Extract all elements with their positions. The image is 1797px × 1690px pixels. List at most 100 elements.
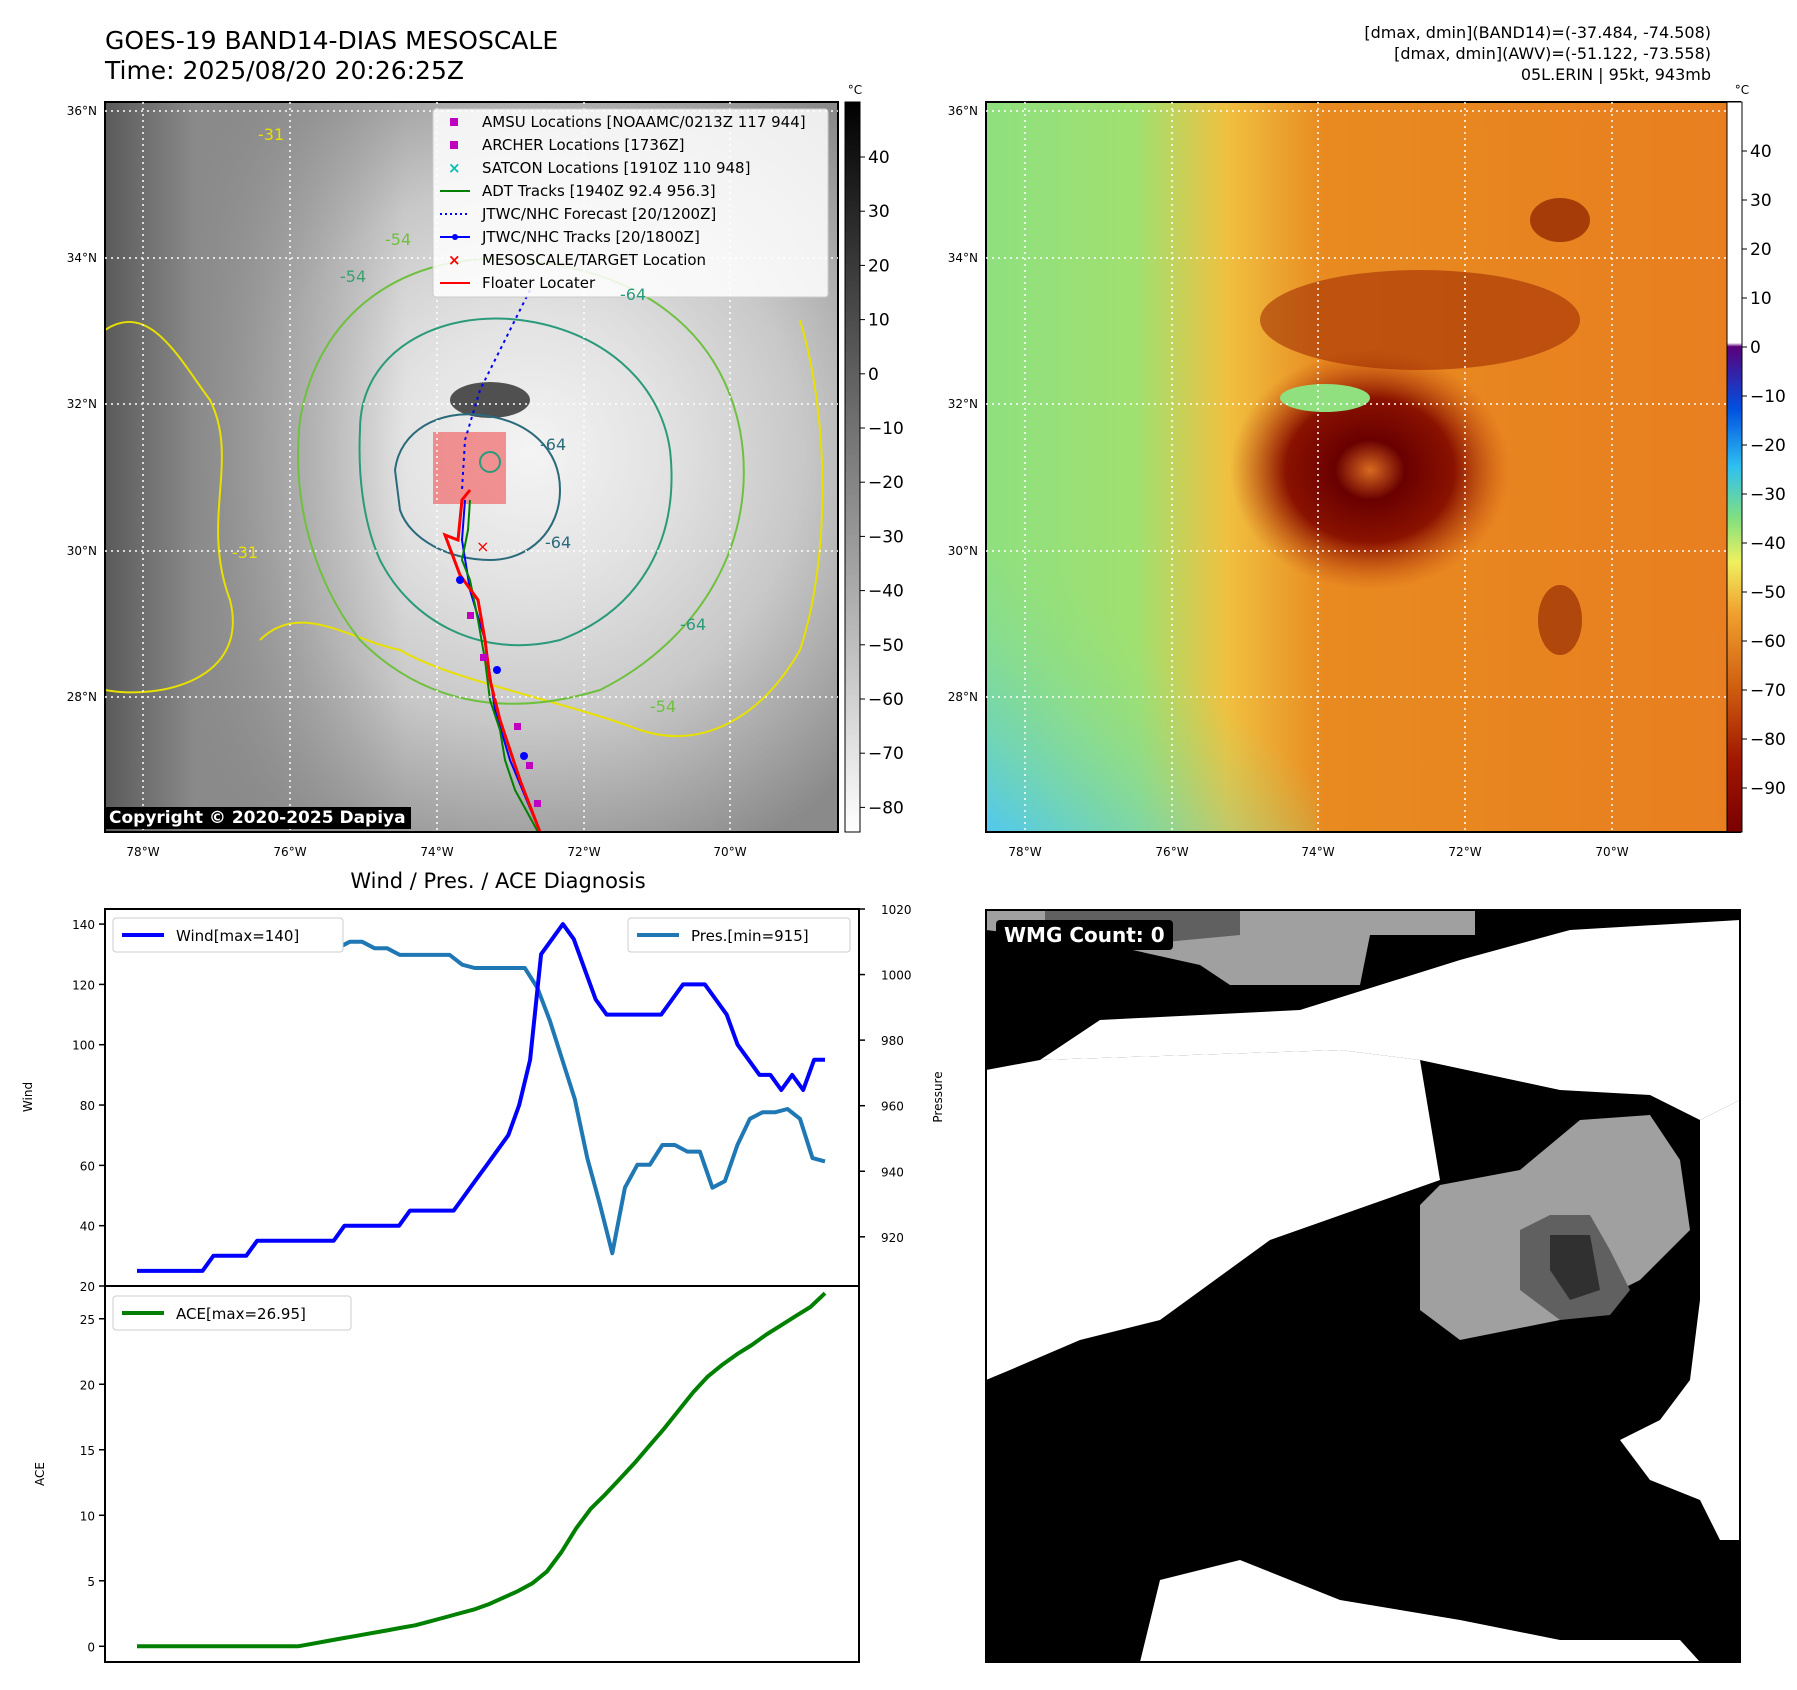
contour-label: -54 xyxy=(385,230,411,249)
ir-lon-label: 76°W xyxy=(273,845,306,859)
contour-label: -31 xyxy=(232,543,258,562)
legend-label: MESOSCALE/TARGET Location xyxy=(482,251,706,269)
wind-tick-label: 100 xyxy=(72,1039,95,1053)
diagnosis-chart-title: Wind / Pres. / ACE Diagnosis xyxy=(350,869,645,893)
ir-colorbar-tick: 20 xyxy=(868,256,890,276)
legend-label: Floater Locater xyxy=(482,274,596,292)
ir-lon-label: 70°W xyxy=(713,845,746,859)
legend-marker xyxy=(450,118,458,126)
legend-marker: × xyxy=(448,251,461,269)
awv-moist-patch xyxy=(1280,384,1370,412)
wind-tick-label: 140 xyxy=(72,918,95,932)
ir-lat-label: 36°N xyxy=(67,104,97,118)
pressure-legend: Pres.[min=915] xyxy=(627,917,851,953)
awv-moist-southwest xyxy=(986,560,1316,832)
awv-colorbar-tick: 20 xyxy=(1750,240,1772,260)
wmg-west-white xyxy=(986,1050,1440,1380)
ir-lat-label: 34°N xyxy=(67,251,97,265)
ir-colorbar-unit: °C xyxy=(848,83,862,97)
ir-colorbar-tick: −70 xyxy=(868,744,904,764)
contour-label: -64 xyxy=(545,533,571,552)
pressure-tick-label: 1020 xyxy=(881,903,912,917)
awv-colorbar-tick: 30 xyxy=(1750,191,1772,211)
ace-tick-label: 15 xyxy=(80,1444,95,1458)
ir-colorbar-tick: −40 xyxy=(868,582,904,602)
eye-contour xyxy=(479,451,501,473)
awv-dry-spot-south xyxy=(1538,585,1582,655)
wind-series-line xyxy=(137,922,825,1273)
wind-pressure-chart: Wind / Pres. / ACE Diagnosis 20 40 60 80 100… xyxy=(21,869,945,1294)
wind-axis-label: Wind xyxy=(21,1082,35,1112)
ir-legend: AMSU Locations [NOAAMC/0213Z 117 944] ARC… xyxy=(432,108,829,298)
copyright-badge: Copyright © 2020-2025 Dapiya xyxy=(104,807,411,829)
legend-label: ADT Tracks [1940Z 92.4 956.3] xyxy=(482,182,716,200)
awv-colorbar-tick: 0 xyxy=(1750,338,1761,358)
pressure-axis-label: Pressure xyxy=(931,1071,945,1122)
ir-lat-label: 30°N xyxy=(67,544,97,558)
awv-lon-label: 70°W xyxy=(1595,845,1628,859)
floater-track-line xyxy=(442,489,542,832)
page-title: GOES-19 BAND14-DIAS MESOSCALE Time: 2025/… xyxy=(105,26,558,86)
ir-colorbar-ticks: 40 30 20 10 0 −10 −20 −30 −40 −50 −60 −70 −80 xyxy=(860,148,904,818)
wmg-panel xyxy=(985,909,1741,1663)
awv-colorbar xyxy=(1726,101,1743,833)
awv-colorbar-tick: −90 xyxy=(1750,779,1786,799)
contour-label: -54 xyxy=(340,267,366,286)
contour-minus31-west xyxy=(105,321,234,694)
ir-lon-label: 72°W xyxy=(567,845,600,859)
wind-tick-label: 20 xyxy=(80,1280,95,1294)
awv-colorbar-tick: 40 xyxy=(1750,142,1772,162)
legend-marker xyxy=(450,141,458,149)
ir-colorbar-tick: −50 xyxy=(868,636,904,656)
contour-label: -64 xyxy=(620,285,646,304)
ace-axis-label: ACE xyxy=(33,1462,47,1486)
awv-colorbar-ticks: 40 30 20 10 0 −10 −20 −30 −40 −50 −60 −70 −80 −90 xyxy=(1742,142,1786,799)
contour-label: -64 xyxy=(540,435,566,454)
ir-lon-label: 74°W xyxy=(420,845,453,859)
awv-lat-label: 28°N xyxy=(948,690,978,704)
pressure-tick-label: 1000 xyxy=(881,969,912,983)
awv-colorbar-tick: −40 xyxy=(1750,534,1786,554)
forecast-track-line xyxy=(461,289,531,491)
awv-colorbar-tick: −50 xyxy=(1750,583,1786,603)
ace-series-line xyxy=(137,1291,827,1649)
pressure-tick-label: 960 xyxy=(881,1100,904,1114)
awv-colorbar-tick: −30 xyxy=(1750,485,1786,505)
legend-label: JTWC/NHC Forecast [20/1200Z] xyxy=(481,205,716,223)
awv-lon-label: 74°W xyxy=(1301,845,1334,859)
pressure-tick-label: 980 xyxy=(881,1034,904,1048)
awv-colorbar-tick: −60 xyxy=(1750,632,1786,652)
awv-lon-label: 78°W xyxy=(1008,845,1041,859)
ace-legend: ACE[max=26.95] xyxy=(112,1295,352,1331)
legend-label: ARCHER Locations [1736Z] xyxy=(482,136,685,154)
ace-tick-label: 25 xyxy=(80,1313,95,1327)
legend-marker: × xyxy=(448,159,461,177)
amsu-archer-markers xyxy=(467,612,541,807)
awv-storm-core xyxy=(1230,350,1510,590)
awv-map-panel xyxy=(985,101,1741,833)
title-line-time: Time: 2025/08/20 20:26:25Z xyxy=(105,56,464,85)
wmg-darkest-core xyxy=(1550,1235,1600,1300)
wind-tick-label: 120 xyxy=(72,978,95,992)
ace-tick-label: 0 xyxy=(87,1640,95,1654)
awv-dry-band-north xyxy=(1260,270,1580,370)
awv-lat-label: 30°N xyxy=(948,544,978,558)
ace-tick-label: 20 xyxy=(80,1378,95,1392)
contour-label: -64 xyxy=(680,615,706,634)
legend-box xyxy=(432,108,829,298)
ir-colorbar-tick: 0 xyxy=(868,365,879,385)
contour-labels: -31 -54 -64 -54 -64 -64 -54 -31 -64 xyxy=(232,125,706,716)
ir-lat-label: 28°N xyxy=(67,690,97,704)
mesoscale-target-marker: × xyxy=(476,537,489,556)
stats-band14: [dmax, dmin](BAND14)=(-37.484, -74.508) xyxy=(1364,23,1711,42)
awv-colorbar-tick: −70 xyxy=(1750,681,1786,701)
wind-plot-frame xyxy=(104,908,860,1287)
stats-storm: 05L.ERIN | 95kt, 943mb xyxy=(1520,65,1711,84)
legend-label: JTWC/NHC Tracks [20/1800Z] xyxy=(481,228,700,246)
ir-colorbar-tick: −30 xyxy=(868,527,904,547)
wmg-south-white xyxy=(1140,1560,1700,1662)
awv-lon-label: 72°W xyxy=(1448,845,1481,859)
ir-lon-label: 78°W xyxy=(126,845,159,859)
ace-chart: 0 5 10 15 20 25 ACE ACE[max=26.95] xyxy=(33,1285,860,1663)
